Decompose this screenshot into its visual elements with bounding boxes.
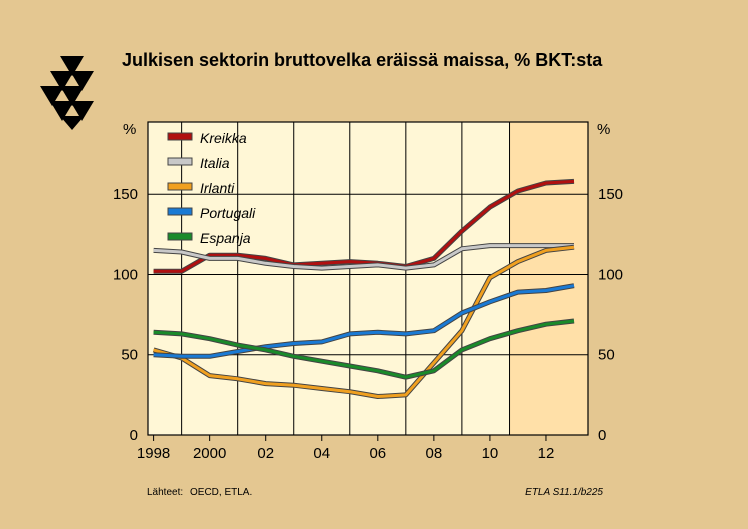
x-tick-label: 12 — [538, 445, 555, 462]
x-tick-label: 08 — [426, 445, 443, 462]
legend-label-portugali: Portugali — [200, 205, 256, 221]
forecast-shade — [509, 122, 588, 435]
series-line-irlanti — [153, 245, 575, 398]
legend-swatch-portugali — [167, 207, 193, 216]
y-tick-label-left: 150 — [113, 186, 138, 203]
series-line-kreikka — [153, 179, 575, 273]
chart-title: Julkisen sektorin bruttovelka eräissä ma… — [122, 50, 603, 70]
series-line-portugali — [153, 284, 575, 358]
y-axis-unit-left: % — [123, 121, 136, 138]
figure-code: ETLA S11.1/b225 — [525, 487, 603, 498]
legend-swatch-kreikka — [167, 132, 193, 141]
y-tick-label-right: 50 — [598, 347, 615, 364]
source-label: Lähteet: — [147, 487, 183, 498]
plot-border — [147, 121, 589, 436]
x-tick-label: 2000 — [193, 445, 226, 462]
legend-swatch-italia — [167, 157, 193, 166]
series-line-espanja — [153, 319, 575, 379]
legend-swatch-espanja — [167, 232, 193, 241]
series-line-italia — [153, 244, 574, 270]
y-axis-unit-right: % — [597, 121, 610, 138]
x-tick-label: 02 — [257, 445, 274, 462]
x-tick-label: 04 — [313, 445, 330, 462]
etla-logo — [40, 56, 94, 130]
y-tick-label-right: 0 — [598, 427, 606, 444]
legend-label-irlanti: Irlanti — [200, 180, 235, 196]
x-tick-label: 1998 — [137, 445, 170, 462]
y-tick-label-right: 100 — [598, 266, 623, 283]
x-tick-label: 06 — [369, 445, 386, 462]
source-text: OECD, ETLA. — [190, 487, 252, 498]
legend-label-italia: Italia — [200, 155, 230, 171]
legend-label-espanja: Espanja — [200, 230, 251, 246]
y-tick-label-left: 0 — [130, 427, 138, 444]
legend-label-kreikka: Kreikka — [200, 130, 247, 146]
legend-swatch-irlanti — [167, 182, 193, 191]
y-tick-label-right: 150 — [598, 186, 623, 203]
y-tick-label-left: 100 — [113, 266, 138, 283]
plot-area: 0 0 50 50 100 100 150 150 1998 2000 02 04 06 08 10 12 Kr… — [113, 121, 623, 462]
x-tick-label: 10 — [482, 445, 499, 462]
y-tick-label-left: 50 — [121, 347, 138, 364]
